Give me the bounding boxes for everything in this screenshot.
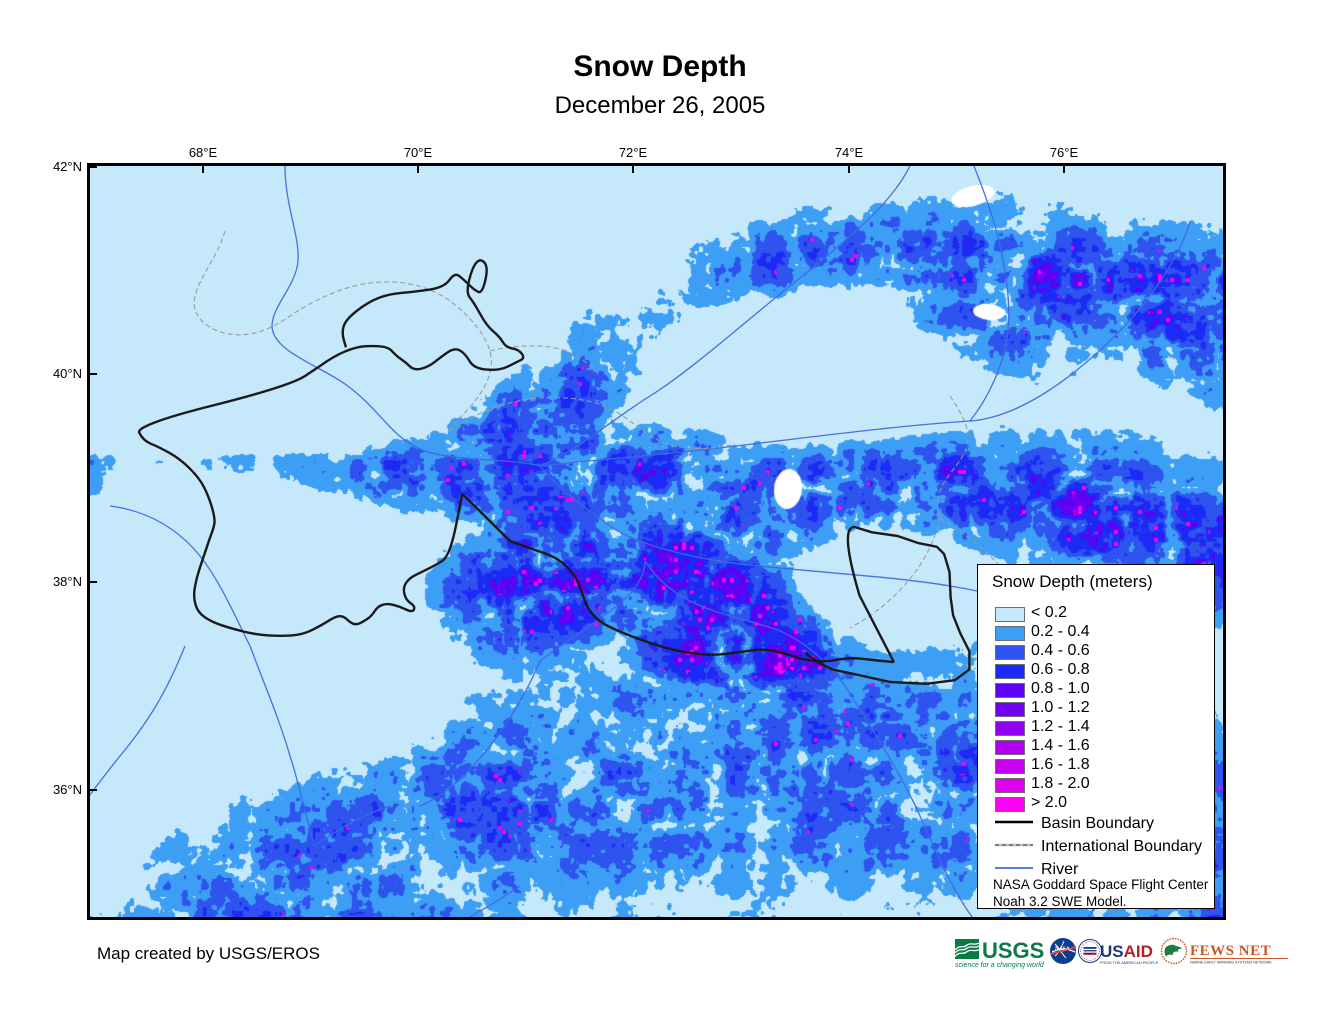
svg-text:FAMINE EARLY WARNING SYSTEMS N: FAMINE EARLY WARNING SYSTEMS NETWORK xyxy=(1190,961,1272,965)
svg-text:USGS: USGS xyxy=(982,938,1044,963)
svg-text:FROM THE AMERICAN PEOPLE: FROM THE AMERICAN PEOPLE xyxy=(1100,960,1159,965)
svg-text:36°N: 36°N xyxy=(53,782,82,797)
svg-text:74°E: 74°E xyxy=(835,145,864,160)
svg-text:USAID: USAID xyxy=(1100,942,1153,961)
svg-text:NASA: NASA xyxy=(1055,946,1070,952)
svg-text:38°N: 38°N xyxy=(53,574,82,589)
svg-text:70°E: 70°E xyxy=(404,145,433,160)
svg-text:68°E: 68°E xyxy=(189,145,218,160)
svg-text:42°N: 42°N xyxy=(53,159,82,174)
svg-text:International Boundary: International Boundary xyxy=(1041,838,1202,855)
svg-text:72°E: 72°E xyxy=(619,145,648,160)
svg-text:FEWS NET: FEWS NET xyxy=(1190,943,1271,959)
svg-text:Basin Boundary: Basin Boundary xyxy=(1041,815,1154,832)
svg-text:76°E: 76°E xyxy=(1050,145,1079,160)
svg-text:River: River xyxy=(1041,861,1079,878)
svg-text:40°N: 40°N xyxy=(53,366,82,381)
svg-text:science for a changing world: science for a changing world xyxy=(955,962,1045,969)
